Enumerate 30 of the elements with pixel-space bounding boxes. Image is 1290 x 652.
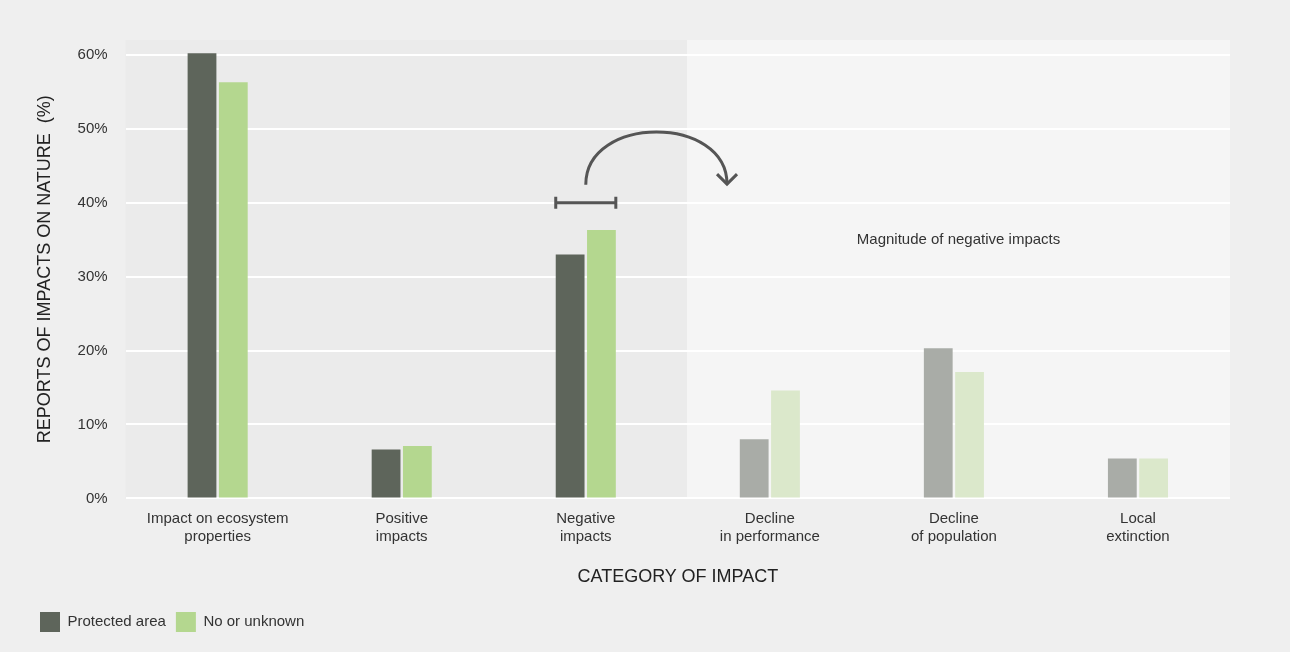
y-tick-label: 0% xyxy=(85,488,108,506)
x-tick-label: Decline in performance xyxy=(719,508,820,544)
y-tick-label: 50% xyxy=(77,118,108,136)
bar xyxy=(771,390,800,498)
bar xyxy=(218,82,248,498)
bar xyxy=(1139,458,1169,498)
y-tick-label: 30% xyxy=(77,266,108,284)
band-label: Magnitude of negative impacts xyxy=(856,229,1061,247)
y-tick-label: 40% xyxy=(77,192,108,210)
x-tick-label: Negative impacts xyxy=(556,508,616,544)
x-tick-label: Positive impacts xyxy=(375,508,428,544)
legend-label: Protected area xyxy=(67,612,167,630)
bar xyxy=(402,445,432,498)
x-tick-label: Decline of population xyxy=(910,508,997,544)
bar xyxy=(555,254,585,498)
x-tick-label: Impact on ecosystem properties xyxy=(146,508,289,544)
y-tick-label: 60% xyxy=(77,44,108,62)
x-axis-title: CATEGORY OF IMPACT xyxy=(577,566,779,587)
bar xyxy=(923,348,953,498)
bar xyxy=(587,230,616,498)
y-axis-title: REPORTS OF IMPACTS ON NATURE (%) xyxy=(33,95,54,444)
legend-label: No or unknown xyxy=(203,612,305,630)
y-tick-label: 10% xyxy=(77,414,108,432)
bar xyxy=(955,371,984,498)
bar xyxy=(739,439,769,498)
bar xyxy=(187,53,217,498)
bar xyxy=(1107,458,1137,498)
bar xyxy=(371,449,401,498)
y-tick-label: 20% xyxy=(77,340,108,358)
x-tick-label: Local extinction xyxy=(1106,508,1170,544)
